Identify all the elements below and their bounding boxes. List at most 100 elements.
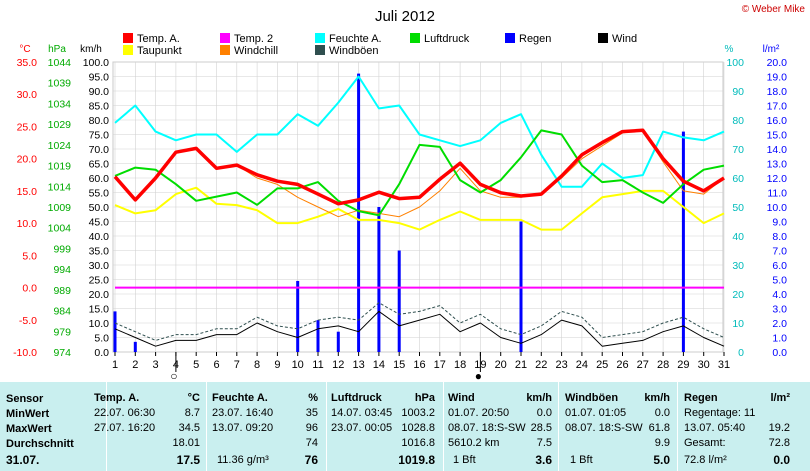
legend-label: Luftdruck xyxy=(424,33,470,45)
humidity-max: 96 xyxy=(305,422,318,434)
rain-days: Regentage: 11 xyxy=(684,407,756,419)
temp-axis-tick: -10.0 xyxy=(13,347,37,359)
x-axis-tick: 3 xyxy=(153,359,159,371)
wind-axis-tick: 5.0 xyxy=(94,333,109,345)
rain-axis-tick: 16.0 xyxy=(767,115,788,127)
moon-phase-icon: ● xyxy=(475,369,482,382)
wind-avg: 7.5 xyxy=(536,437,552,449)
pressure-axis-tick: 994 xyxy=(53,264,71,276)
rain-axis-tick: 19.0 xyxy=(767,72,788,84)
rain-monthly: 72.8 l/m² xyxy=(684,454,727,466)
x-axis-tick: 14 xyxy=(373,359,385,371)
weather-chart: Juli 2012 © Weber Mike Temp. A. Temp. 2 Fe… xyxy=(13,4,806,382)
legend-swatch xyxy=(220,33,230,43)
rain-bar xyxy=(397,250,401,352)
x-axis-tick: 11 xyxy=(312,359,323,371)
legend-swatch xyxy=(598,33,608,43)
humidity-axis-tick: 70 xyxy=(732,144,744,156)
gust-unit: km/h xyxy=(644,392,670,404)
legend-swatch xyxy=(315,33,325,43)
rain-bar xyxy=(133,341,137,352)
temp-axis-tick: 15.0 xyxy=(17,186,38,198)
temp-avg: 18.01 xyxy=(172,437,200,449)
wind-distance: 5610.2 km xyxy=(448,437,500,449)
wind-axis-tick: 60.0 xyxy=(89,173,110,185)
wind-axis-tick: 35.0 xyxy=(89,246,110,258)
humidity-axis-tick: 10 xyxy=(732,318,744,330)
x-axis-tick: 18 xyxy=(454,359,466,371)
wind-axis-tick: 15.0 xyxy=(89,304,110,316)
rain-bar xyxy=(336,331,340,352)
humidity-max-time: 13.07. 09:20 xyxy=(212,422,274,434)
legend-label: Feuchte A. xyxy=(329,33,382,45)
gust-max: 61.8 xyxy=(648,422,670,434)
legend-label: Temp. 2 xyxy=(234,33,273,45)
x-axis-tick: 17 xyxy=(434,359,446,371)
label-min: MinWert xyxy=(6,408,50,420)
x-axis-tick: 1 xyxy=(112,359,118,371)
x-axis-tick: 16 xyxy=(413,359,425,371)
wind-axis-tick: 65.0 xyxy=(89,159,110,171)
humidity-axis-tick: 80 xyxy=(732,115,744,127)
legend-swatch xyxy=(505,33,515,43)
pressure-axis-tick: 1039 xyxy=(48,78,72,90)
temp-max: 34.5 xyxy=(178,422,200,434)
rain-axis-tick: 10.0 xyxy=(767,202,788,214)
pressure-axis-tick: 1044 xyxy=(48,57,72,69)
humidity-absolute: 11.36 g/m³ xyxy=(217,454,269,466)
humidity-axis-tick: 30 xyxy=(732,260,744,272)
wind-axis-tick: 20.0 xyxy=(89,289,110,301)
x-axis-tick: 8 xyxy=(254,359,260,371)
wind-axis-tick: 0.0 xyxy=(94,347,109,359)
pressure-axis-tick: 974 xyxy=(53,347,71,359)
humidity-axis-tick: 60 xyxy=(732,173,744,185)
rain-bar xyxy=(357,73,361,352)
moon-markers: ○ ● xyxy=(170,352,482,382)
statistics-panel: Sensor MinWert MaxWert Durchschnitt 31.0… xyxy=(0,382,810,471)
rain-axis-tick: 12.0 xyxy=(767,173,788,185)
wind-min-time: 01.07. 20:50 xyxy=(448,407,510,419)
pressure-min: 1003.2 xyxy=(401,407,435,419)
rain-bar xyxy=(296,280,300,352)
rain-max: 19.2 xyxy=(768,422,790,434)
wind-axis-tick: 55.0 xyxy=(89,188,110,200)
x-axis: 1234567891011121314151617181920212223242… xyxy=(112,352,730,371)
stats-humidity: Feuchte A. % 23.07. 16:40 35 13.07. 09:2… xyxy=(212,382,318,471)
rain-axis-tick: 15.0 xyxy=(767,130,788,142)
rain-axis-unit: l/m² xyxy=(763,44,780,55)
moon-phase-icon: ○ xyxy=(170,369,177,382)
humidity-avg: 74 xyxy=(305,437,318,449)
rain-unit: l/m² xyxy=(770,392,790,404)
rain-bar xyxy=(377,207,381,352)
temp-axis-tick: 30.0 xyxy=(17,89,38,101)
gust-bft: 1 Bft xyxy=(570,454,593,466)
pressure-axis-tick: 1024 xyxy=(48,140,72,152)
humidity-axis-tick: 50 xyxy=(732,202,744,214)
windboeen-line xyxy=(114,302,725,341)
rain-head: Regen xyxy=(684,392,718,404)
temp-min-time: 22.07. 06:30 xyxy=(94,407,156,419)
pressure-max-time: 23.07. 00:05 xyxy=(331,422,393,434)
wind-bft: 1 Bft xyxy=(453,454,476,466)
pressure-current: 1019.8 xyxy=(398,453,435,467)
x-axis-tick: 30 xyxy=(698,359,710,371)
temp-axis-tick: 0.0 xyxy=(22,283,37,295)
wind-axis-tick: 30.0 xyxy=(89,260,110,272)
legend-label: Regen xyxy=(519,33,551,45)
gust-max-time: 08.07. 18:S-SW xyxy=(565,422,643,434)
gust-min: 0.0 xyxy=(654,407,670,419)
wind-head: Wind xyxy=(448,392,475,404)
stats-wind: Wind km/h 01.07. 20:50 0.0 08.07. 18:S-S… xyxy=(448,382,552,471)
taupunkt-line xyxy=(114,186,725,231)
x-axis-tick: 7 xyxy=(234,359,240,371)
wind-current: 3.6 xyxy=(535,453,552,467)
label-sensor: Sensor xyxy=(6,393,44,405)
rain-axis-tick: 20.0 xyxy=(767,57,788,69)
legend-swatch xyxy=(410,33,420,43)
label-date: 31.07. xyxy=(6,453,40,467)
x-axis-tick: 5 xyxy=(193,359,199,371)
rain-axis-tick: 9.0 xyxy=(772,217,787,229)
rain-axis-tick: 7.0 xyxy=(772,246,787,258)
rain-axis-tick: 0.0 xyxy=(772,347,787,359)
wind-line xyxy=(114,310,725,347)
